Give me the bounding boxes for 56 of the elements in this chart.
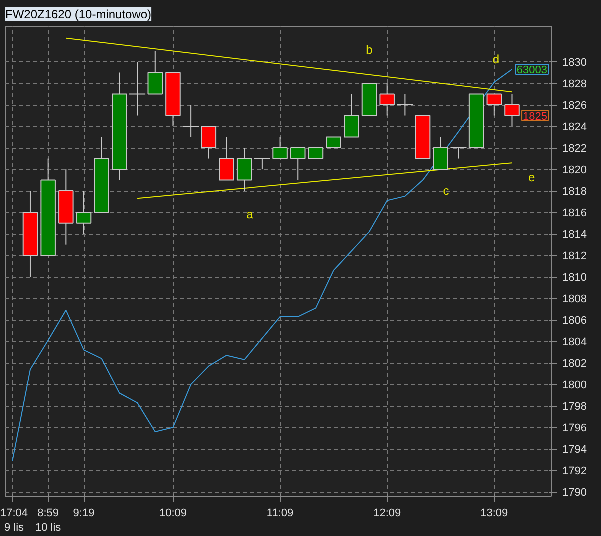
annotation: d <box>492 52 500 66</box>
x-tick-label: 8:59 10 lis <box>35 508 62 534</box>
line-series <box>12 69 513 462</box>
candlestick <box>290 148 306 181</box>
candlestick <box>201 126 217 160</box>
candlestick <box>396 94 414 116</box>
y-tick-label: 1808 <box>562 294 587 306</box>
candlestick <box>272 136 288 160</box>
y-tick-label: 1804 <box>562 336 587 349</box>
candlestick <box>182 104 200 138</box>
text: 1825 <box>523 110 548 123</box>
y-tick-label: 1820 <box>562 164 587 177</box>
text: e <box>528 170 536 184</box>
y-tick-label: 1822 <box>562 143 587 156</box>
candlestick <box>254 158 271 170</box>
y-tick-label: 1798 <box>562 401 587 414</box>
chart-title: FW20Z1620 (10-minutowo) <box>6 8 152 22</box>
y-tick-label: 1800 <box>562 380 587 392</box>
y-tick-label: 1794 <box>562 444 587 456</box>
annotation: 63003 <box>516 64 548 77</box>
candlestick <box>450 148 468 160</box>
y-tick-label: 1796 <box>562 422 587 435</box>
annotation: c <box>443 184 450 198</box>
x-tick-label: 10:09 <box>159 508 187 520</box>
x-tick-label: 13:09 <box>480 508 508 520</box>
x-tick-label: 11:09 <box>266 508 294 520</box>
y-tick-label: 1828 <box>562 78 587 90</box>
candlestick <box>380 83 395 116</box>
y-tick-label: 1824 <box>562 122 587 134</box>
y-tick-label: 1826 <box>562 100 587 112</box>
candlestick <box>344 94 360 138</box>
y-tick-label: 1830 <box>562 56 587 69</box>
y-tick-label: 1812 <box>562 250 587 263</box>
y-tick-label: 1816 <box>562 208 587 220</box>
candlestick <box>433 136 449 170</box>
y-tick-label: 1790 <box>562 487 587 500</box>
y-tick-label: 1802 <box>562 358 587 370</box>
candlestick <box>308 148 324 160</box>
candlestick <box>219 136 234 181</box>
candlestick <box>236 148 252 192</box>
candlestick <box>148 50 164 95</box>
x-tick-label: 12:09 <box>374 508 402 520</box>
candlestick <box>129 61 146 116</box>
candlestick <box>504 94 520 128</box>
y-tick-label: 1792 <box>562 466 587 478</box>
annotation: b <box>366 43 374 57</box>
y-tick-label: 1810 <box>562 272 587 284</box>
candlestick <box>326 136 342 149</box>
x-tick-label: 17:04 9 lis <box>0 508 28 534</box>
candlestick <box>76 190 92 235</box>
candlestick <box>486 94 502 116</box>
y-tick-label: 1818 <box>562 186 587 198</box>
annotation: a <box>246 208 254 222</box>
x-tick-label: 9:19 <box>73 508 95 520</box>
y-tick-label: 1806 <box>562 315 587 328</box>
y-tick-label: 1814 <box>562 229 587 242</box>
